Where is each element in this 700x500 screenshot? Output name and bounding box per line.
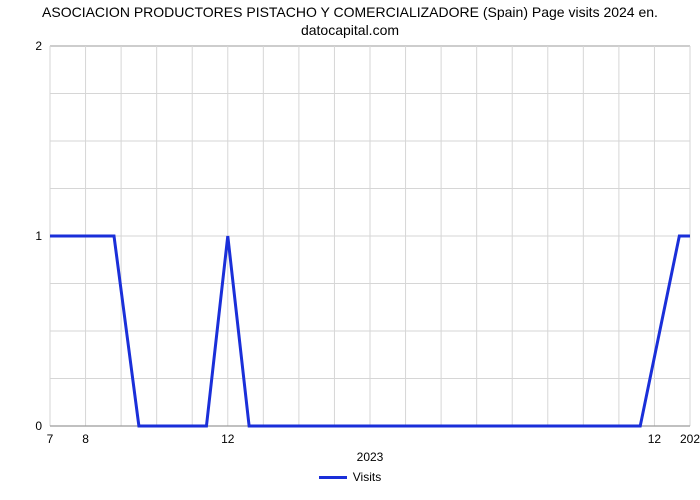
plot-svg (50, 46, 690, 426)
x-tick-label: 8 (82, 432, 89, 446)
x-tick-label: 12 (221, 432, 234, 446)
title-line2: datocapital.com (301, 22, 399, 38)
x-tick-label: 12 (648, 432, 661, 446)
x-tick-label: 202 (680, 432, 700, 446)
legend-label: Visits (353, 470, 381, 484)
legend: Visits (0, 470, 700, 484)
y-tick-label: 2 (35, 39, 42, 53)
chart-area: 012 781212202 2023 (50, 46, 690, 426)
x-tick-label: 7 (47, 432, 54, 446)
y-tick-label: 0 (35, 419, 42, 433)
y-tick-label: 1 (35, 229, 42, 243)
legend-swatch (319, 476, 347, 479)
title-line1: ASOCIACION PRODUCTORES PISTACHO Y COMERC… (42, 4, 658, 20)
x-axis-title: 2023 (50, 450, 690, 464)
chart-title: ASOCIACION PRODUCTORES PISTACHO Y COMERC… (0, 4, 700, 39)
